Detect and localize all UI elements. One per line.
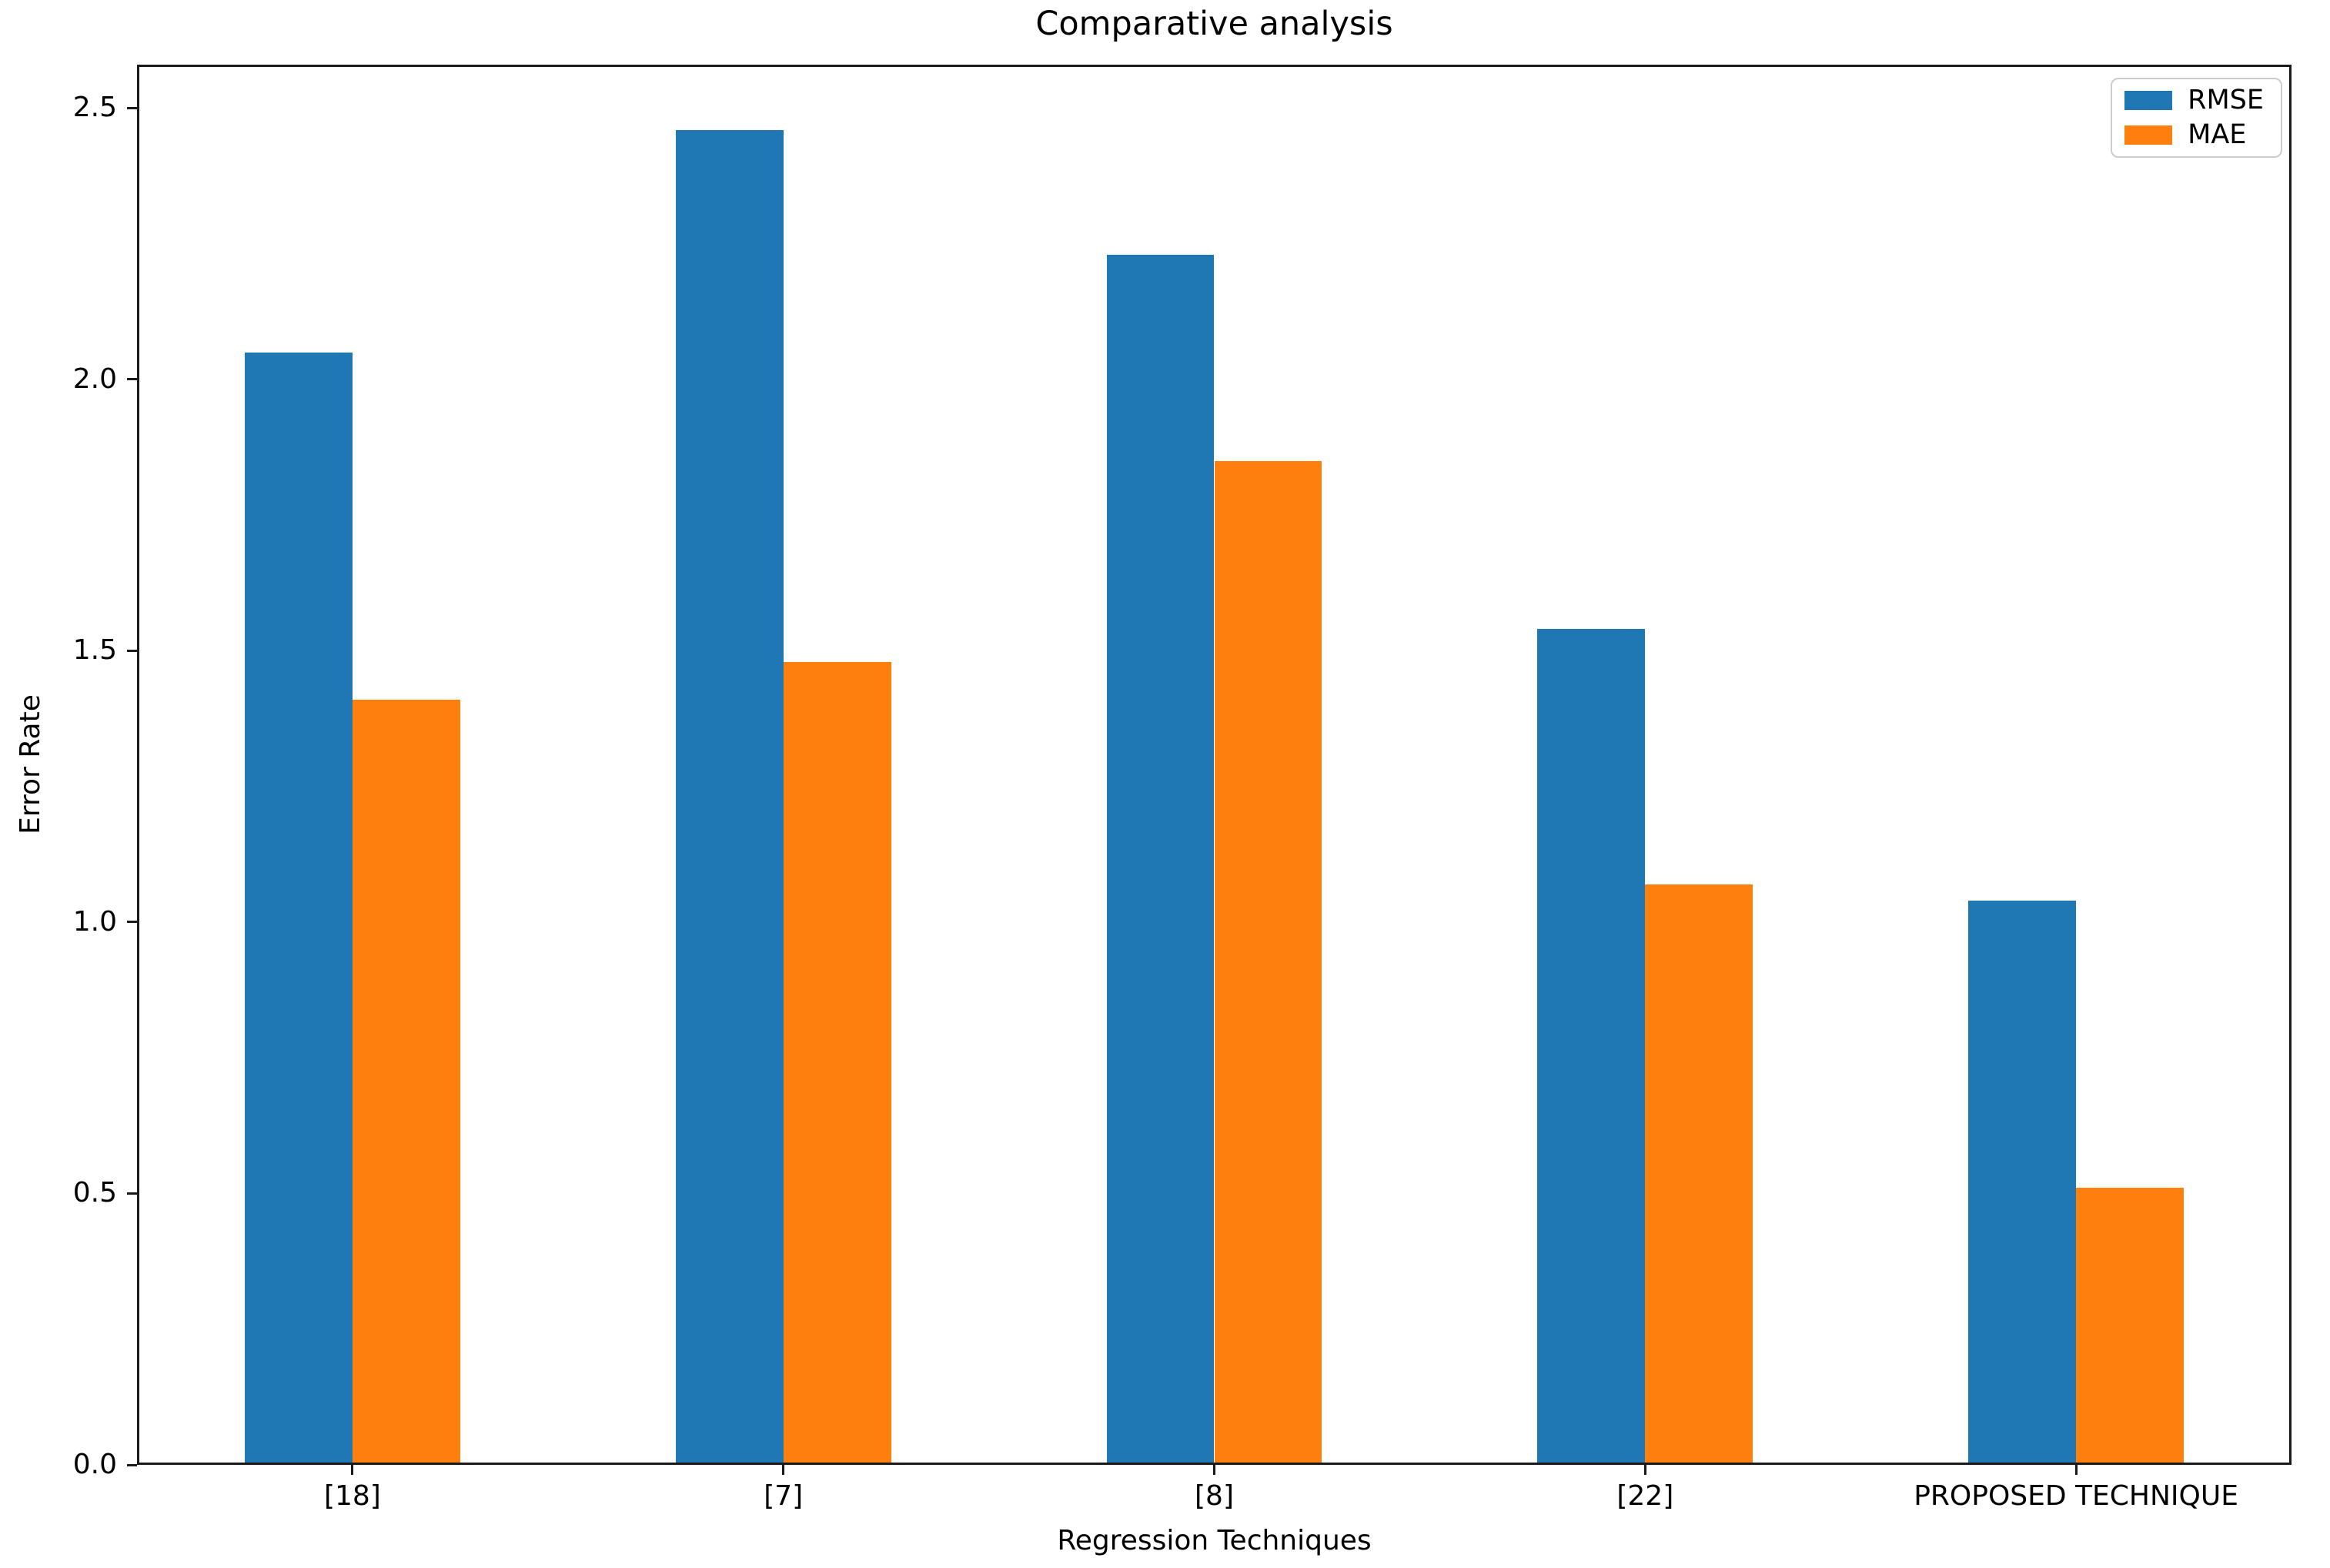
rmse-swatch-icon [2124,91,2173,110]
legend-item: MAE [2124,122,2264,149]
bar-rmse-group4 [1537,629,1646,1465]
y-tick-label: 1.5 [72,634,117,667]
legend-label: RMSE [2188,85,2264,115]
legend: RMSE MAE [2111,78,2282,158]
x-tick-mark [1643,1465,1646,1475]
y-tick-mark [127,1463,137,1466]
bar-mae-group1 [352,699,460,1465]
x-tick-label: [22] [1616,1480,1674,1512]
x-tick-label: [8] [1195,1480,1234,1512]
x-tick-mark [1213,1465,1215,1475]
mae-swatch-icon [2124,125,2173,145]
y-tick-mark [127,1192,137,1195]
legend-item: RMSE [2124,87,2264,114]
x-tick-label: [18] [323,1480,381,1512]
bar-mae-group3 [1214,460,1322,1465]
x-tick-mark [2074,1465,2078,1475]
x-axis-label: Regression Techniques [1057,1525,1372,1556]
legend-label: MAE [2188,119,2247,150]
bar-rmse-group2 [675,129,784,1465]
bar-mae-group5 [2076,1188,2185,1465]
y-tick-label: 2.5 [72,92,117,124]
bar-rmse-group1 [244,352,353,1465]
x-tick-label: [7] [764,1480,804,1512]
y-tick-label: 2.0 [72,363,117,395]
x-tick-label: PROPOSED TECHNIQUE [1914,1480,2238,1512]
y-tick-label: 1.0 [72,905,117,938]
y-tick-label: 0.0 [72,1449,117,1480]
x-tick-mark [782,1465,785,1475]
bar-rmse-group5 [1968,900,2077,1465]
bar-mae-group2 [783,661,891,1465]
x-tick-mark [351,1465,354,1475]
y-tick-mark [127,106,137,109]
y-tick-mark [127,378,137,381]
y-tick-mark [127,649,137,652]
bar-rmse-group3 [1106,254,1215,1465]
chart-title: Comparative analysis [1035,5,1393,43]
y-tick-mark [127,921,137,924]
y-tick-label: 0.5 [72,1177,117,1209]
bar-mae-group4 [1645,884,1753,1465]
